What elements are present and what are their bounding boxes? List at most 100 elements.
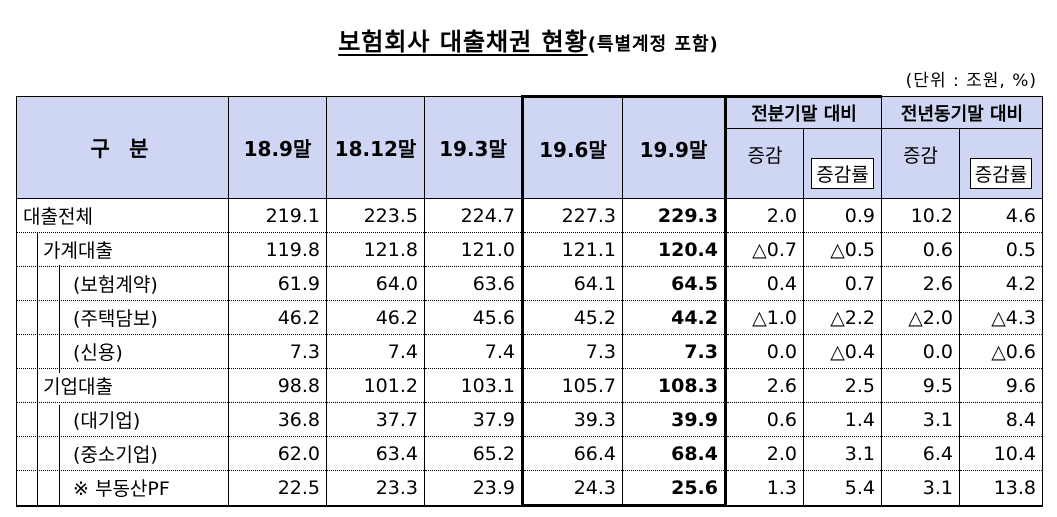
q-rate-cell: 0.7 <box>802 266 883 301</box>
value-cell-5: 64.5 <box>622 266 727 301</box>
value-cell-4: 7.3 <box>521 334 623 369</box>
value-cell-1: 98.8 <box>228 368 327 403</box>
value-cell-5: 7.3 <box>622 334 727 369</box>
value-cell-2: 7.4 <box>326 334 425 369</box>
table-row: (보험계약) 61.9 64.0 63.6 64.1 64.5 0.4 0.7 2.6 4.2 <box>16 266 1044 301</box>
value-cell-5: 25.6 <box>622 470 727 507</box>
q-diff-cell: 2.6 <box>725 368 804 403</box>
value-cell-4: 105.7 <box>521 368 623 403</box>
row-label: 대출전체 <box>16 198 229 233</box>
value-cell-1: 61.9 <box>228 266 327 301</box>
header-period-4: 19.6말 <box>521 95 623 199</box>
q-diff-cell: △0.7 <box>725 232 804 267</box>
header-group-prev-year: 전년동기말 대비 <box>881 96 1044 129</box>
q-rate-cell: △0.4 <box>802 334 883 369</box>
value-cell-1: 36.8 <box>228 402 327 437</box>
q-diff-cell: 0.0 <box>725 334 804 369</box>
value-cell-3: 45.6 <box>424 300 523 335</box>
q-diff-cell: 1.3 <box>725 470 804 507</box>
q-diff-cell: 0.6 <box>725 402 804 437</box>
header-q-diff-text: 증감 <box>747 145 783 167</box>
value-cell-4: 227.3 <box>521 198 623 233</box>
y-diff-cell: △2.0 <box>881 300 961 335</box>
y-diff-cell: 2.6 <box>881 266 961 301</box>
y-diff-cell: 6.4 <box>881 436 961 471</box>
row-label: 가계대출 <box>16 232 229 267</box>
value-cell-2: 37.7 <box>326 402 425 437</box>
y-rate-cell: 0.5 <box>959 232 1044 267</box>
value-cell-4: 64.1 <box>521 266 623 301</box>
value-cell-2: 64.0 <box>326 266 425 301</box>
value-cell-5: 108.3 <box>622 368 727 403</box>
y-diff-cell: 3.1 <box>881 470 961 507</box>
header-period-1: 18.9말 <box>228 96 327 199</box>
y-rate-cell: 4.2 <box>959 266 1044 301</box>
header-period-3: 19.3말 <box>424 96 523 199</box>
table-row: (대기업) 36.8 37.7 37.9 39.3 39.9 0.6 1.4 3.1 8.4 <box>16 402 1044 437</box>
y-rate-cell: 10.4 <box>959 436 1044 471</box>
table-row: 기업대출 98.8 101.2 103.1 105.7 108.3 2.6 2.5 9.5 9.6 <box>16 368 1044 403</box>
value-cell-3: 37.9 <box>424 402 523 437</box>
value-cell-5: 39.9 <box>622 402 727 437</box>
value-cell-2: 101.2 <box>326 368 425 403</box>
value-cell-1: 22.5 <box>228 470 327 507</box>
y-diff-cell: 10.2 <box>881 198 961 233</box>
value-cell-4: 45.2 <box>521 300 623 335</box>
q-rate-cell: △0.5 <box>802 232 883 267</box>
q-diff-cell: △1.0 <box>725 300 804 335</box>
header-y-rate: 증감률 <box>959 128 1044 199</box>
value-cell-1: 62.0 <box>228 436 327 471</box>
value-cell-1: 46.2 <box>228 300 327 335</box>
y-rate-cell: 8.4 <box>959 402 1044 437</box>
value-cell-2: 23.3 <box>326 470 425 507</box>
header-group-prev-quarter: 전분기말 대비 <box>724 95 883 129</box>
header-y-diff-text: 증감 <box>903 145 938 167</box>
q-diff-cell: 0.4 <box>725 266 804 301</box>
value-cell-1: 219.1 <box>228 198 327 233</box>
y-rate-cell: 13.8 <box>959 470 1044 507</box>
q-rate-cell: 1.4 <box>802 402 883 437</box>
row-label: (대기업) <box>16 402 229 437</box>
q-rate-cell: 2.5 <box>802 368 883 403</box>
value-cell-4: 66.4 <box>521 436 623 471</box>
table-header: 구 분 18.9말 18.12말 19.3말 19.6말 19.9말 전분기말 … <box>16 95 1044 199</box>
y-rate-cell: 4.6 <box>959 198 1044 233</box>
header-y-diff: 증감 <box>881 128 961 199</box>
value-cell-1: 7.3 <box>228 334 327 369</box>
value-cell-5: 44.2 <box>622 300 727 335</box>
value-cell-3: 224.7 <box>424 198 523 233</box>
y-diff-cell: 0.0 <box>881 334 961 369</box>
row-label: 기업대출 <box>16 368 229 403</box>
value-cell-4: 39.3 <box>521 402 623 437</box>
table-row: 대출전체 219.1 223.5 224.7 227.3 229.3 2.0 0.9 10.2 4… <box>16 198 1044 233</box>
header-period-5: 19.9말 <box>622 95 727 199</box>
y-rate-cell: △0.6 <box>959 334 1044 369</box>
value-cell-2: 223.5 <box>326 198 425 233</box>
row-label: (보험계약) <box>16 266 229 301</box>
row-label: (주택담보) <box>16 300 229 335</box>
value-cell-2: 46.2 <box>326 300 425 335</box>
unit-note: (단위 : 조원, %) <box>905 71 1037 91</box>
document-title: 보험회사 대출채권 현황(특별계정 포함) <box>0 22 1057 57</box>
table-row: (주택담보) 46.2 46.2 45.6 45.2 44.2 △1.0 △2.2 △2.0 △4… <box>16 300 1044 335</box>
y-rate-cell: 9.6 <box>959 368 1044 403</box>
value-cell-3: 7.4 <box>424 334 523 369</box>
y-diff-cell: 9.5 <box>881 368 961 403</box>
q-rate-cell: △2.2 <box>802 300 883 335</box>
table-row: ※ 부동산PF 22.5 23.3 23.9 24.3 25.6 1.3 5.4 3.1 13.8 <box>16 470 1044 507</box>
table-row: 가계대출 119.8 121.8 121.0 121.1 120.4 △0.7 △0.5 0.6… <box>16 232 1044 267</box>
table-row: (신용) 7.3 7.4 7.4 7.3 7.3 0.0 △0.4 0.0 △0.6 <box>16 334 1044 369</box>
y-diff-cell: 0.6 <box>881 232 961 267</box>
value-cell-3: 63.6 <box>424 266 523 301</box>
title-main: 보험회사 대출채권 현황 <box>338 28 588 56</box>
title-subtitle: (특별계정 포함) <box>587 34 719 55</box>
header-q-rate-box: 증감률 <box>811 158 874 189</box>
value-cell-2: 63.4 <box>326 436 425 471</box>
row-label: (중소기업) <box>16 436 229 471</box>
table-body: 대출전체 219.1 223.5 224.7 227.3 229.3 2.0 0.9 10.2 4… <box>16 198 1044 507</box>
table-row: (중소기업) 62.0 63.4 65.2 66.4 68.4 2.0 3.1 6.4 10.4 <box>16 436 1044 471</box>
value-cell-1: 119.8 <box>228 232 327 267</box>
q-diff-cell: 2.0 <box>725 436 804 471</box>
value-cell-3: 103.1 <box>424 368 523 403</box>
value-cell-3: 65.2 <box>424 436 523 471</box>
